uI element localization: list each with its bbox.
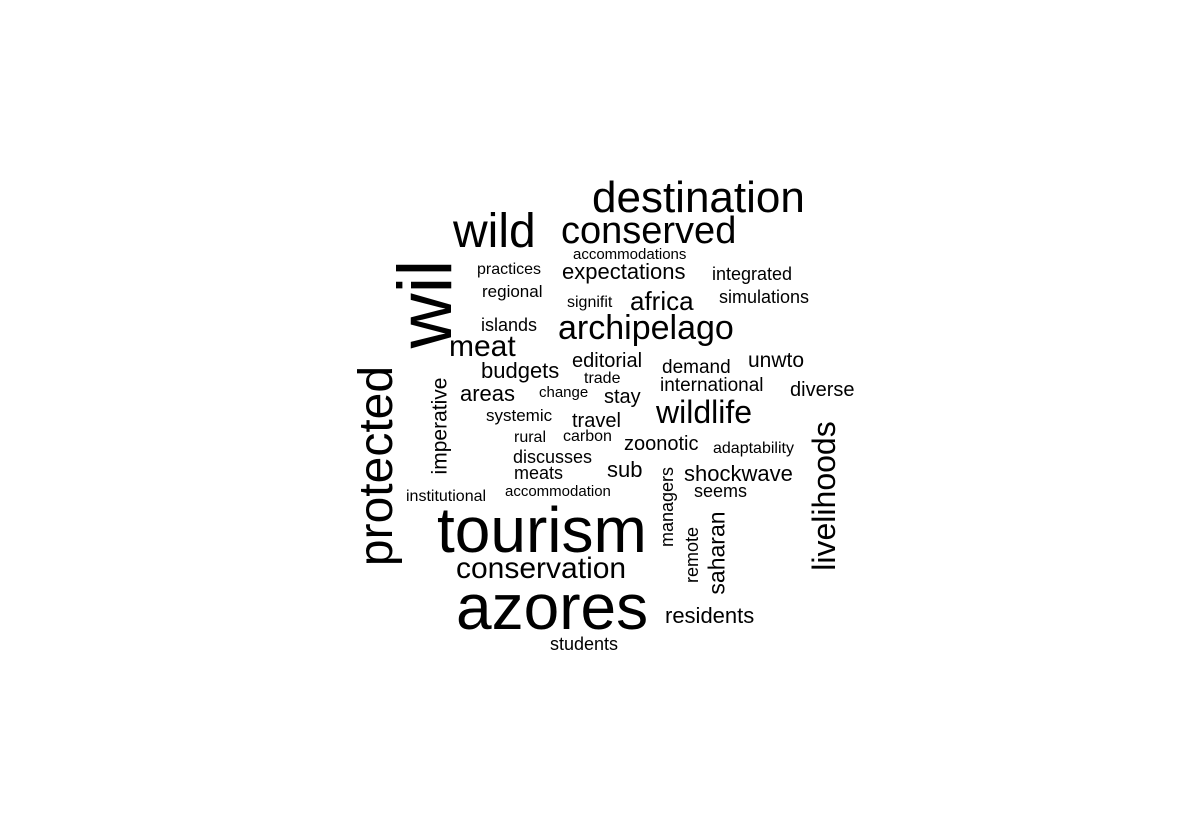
word-africa: africa xyxy=(630,286,694,316)
word-simulations: simulations xyxy=(719,287,810,307)
word-protected: protected xyxy=(350,365,403,567)
word-conserved: conserved xyxy=(561,210,737,252)
word-carbon: carbon xyxy=(563,428,612,445)
word-discusses: discusses xyxy=(513,447,593,467)
word-residents: residents xyxy=(665,603,755,628)
word-travel: travel xyxy=(572,410,621,432)
word-islands: islands xyxy=(481,315,538,335)
word-livelihoods: livelihoods xyxy=(806,421,842,571)
word-stay: stay xyxy=(604,386,641,408)
word-wildlife: wildlife xyxy=(656,394,753,430)
word-archipelago: archipelago xyxy=(558,309,734,347)
word-saharan: saharan xyxy=(703,511,730,595)
word-adaptability: adaptability xyxy=(713,440,794,457)
word-conservation: conservation xyxy=(456,552,627,585)
word-regional: regional xyxy=(482,282,543,301)
word-wil: wil xyxy=(383,259,468,349)
word-azores: azores xyxy=(456,571,649,643)
word-remote: remote xyxy=(682,526,702,584)
word-international: international xyxy=(660,375,764,396)
word-editorial: editorial xyxy=(572,350,643,372)
word-wild: wild xyxy=(453,205,536,258)
word-seems: seems xyxy=(694,481,748,501)
word-signifit: signifit xyxy=(567,294,613,311)
word-diverse: diverse xyxy=(790,379,855,401)
word-meat: meat xyxy=(449,330,516,363)
word-meats: meats xyxy=(514,463,564,483)
word-expectations: expectations xyxy=(562,259,686,284)
word-trade: trade xyxy=(584,370,621,387)
word-areas: areas xyxy=(460,381,516,406)
word-institutional: institutional xyxy=(406,488,487,505)
word-zoonotic: zoonotic xyxy=(624,433,699,455)
word-demand: demand xyxy=(662,357,731,378)
word-systemic: systemic xyxy=(486,406,553,425)
word-destination: destination xyxy=(592,173,805,222)
word-accommodations: accommodations xyxy=(573,246,687,263)
word-imperative: imperative xyxy=(428,377,452,475)
word-budgets: budgets xyxy=(481,358,560,383)
word-managers: managers xyxy=(657,466,677,548)
word-accommodation: accommodation xyxy=(505,483,611,500)
word-integrated: integrated xyxy=(712,264,793,284)
word-shockwave: shockwave xyxy=(684,461,793,486)
word-practices: practices xyxy=(477,261,542,278)
word-change: change xyxy=(539,384,589,401)
word-students: students xyxy=(550,634,619,654)
word-unwto: unwto xyxy=(748,349,805,372)
word-sub: sub xyxy=(607,457,643,482)
word-rural: rural xyxy=(514,429,547,446)
word-tourism: tourism xyxy=(437,494,647,566)
